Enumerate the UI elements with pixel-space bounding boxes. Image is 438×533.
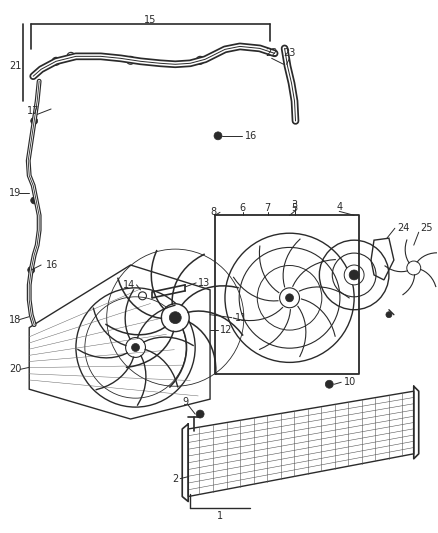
Text: 16: 16 (245, 131, 257, 141)
Text: 8: 8 (210, 207, 216, 217)
Circle shape (31, 117, 38, 124)
Circle shape (214, 132, 222, 140)
Text: 10: 10 (344, 377, 357, 387)
Text: 12: 12 (220, 325, 233, 335)
Text: 4: 4 (336, 203, 342, 212)
Text: 25: 25 (421, 223, 433, 233)
Circle shape (344, 265, 364, 285)
Text: 15: 15 (144, 14, 157, 25)
Circle shape (325, 380, 333, 388)
Circle shape (126, 337, 145, 358)
Text: 13: 13 (198, 278, 210, 288)
Circle shape (407, 261, 421, 275)
Circle shape (28, 266, 35, 273)
Text: 7: 7 (265, 204, 271, 213)
Text: 2: 2 (172, 474, 178, 483)
Text: 16: 16 (46, 260, 58, 270)
Circle shape (349, 270, 359, 280)
Circle shape (31, 197, 38, 204)
Circle shape (170, 312, 181, 324)
Text: 20: 20 (9, 365, 21, 374)
Text: 6: 6 (240, 204, 246, 213)
Text: 17: 17 (27, 106, 39, 116)
Text: 11: 11 (235, 313, 247, 322)
Text: 23: 23 (283, 49, 296, 58)
Text: 9: 9 (182, 397, 188, 407)
Text: 1: 1 (217, 511, 223, 521)
Text: 18: 18 (9, 314, 21, 325)
Circle shape (196, 410, 204, 418)
Text: 24: 24 (397, 223, 409, 233)
Text: 3: 3 (291, 200, 297, 211)
Circle shape (161, 304, 189, 332)
Circle shape (279, 288, 300, 308)
Circle shape (131, 343, 140, 351)
Circle shape (286, 294, 293, 302)
Text: 5: 5 (291, 204, 298, 213)
Circle shape (386, 312, 392, 318)
Text: 14: 14 (123, 280, 135, 290)
Text: 21: 21 (9, 61, 21, 71)
Text: 22: 22 (265, 49, 278, 58)
Text: 19: 19 (9, 189, 21, 198)
